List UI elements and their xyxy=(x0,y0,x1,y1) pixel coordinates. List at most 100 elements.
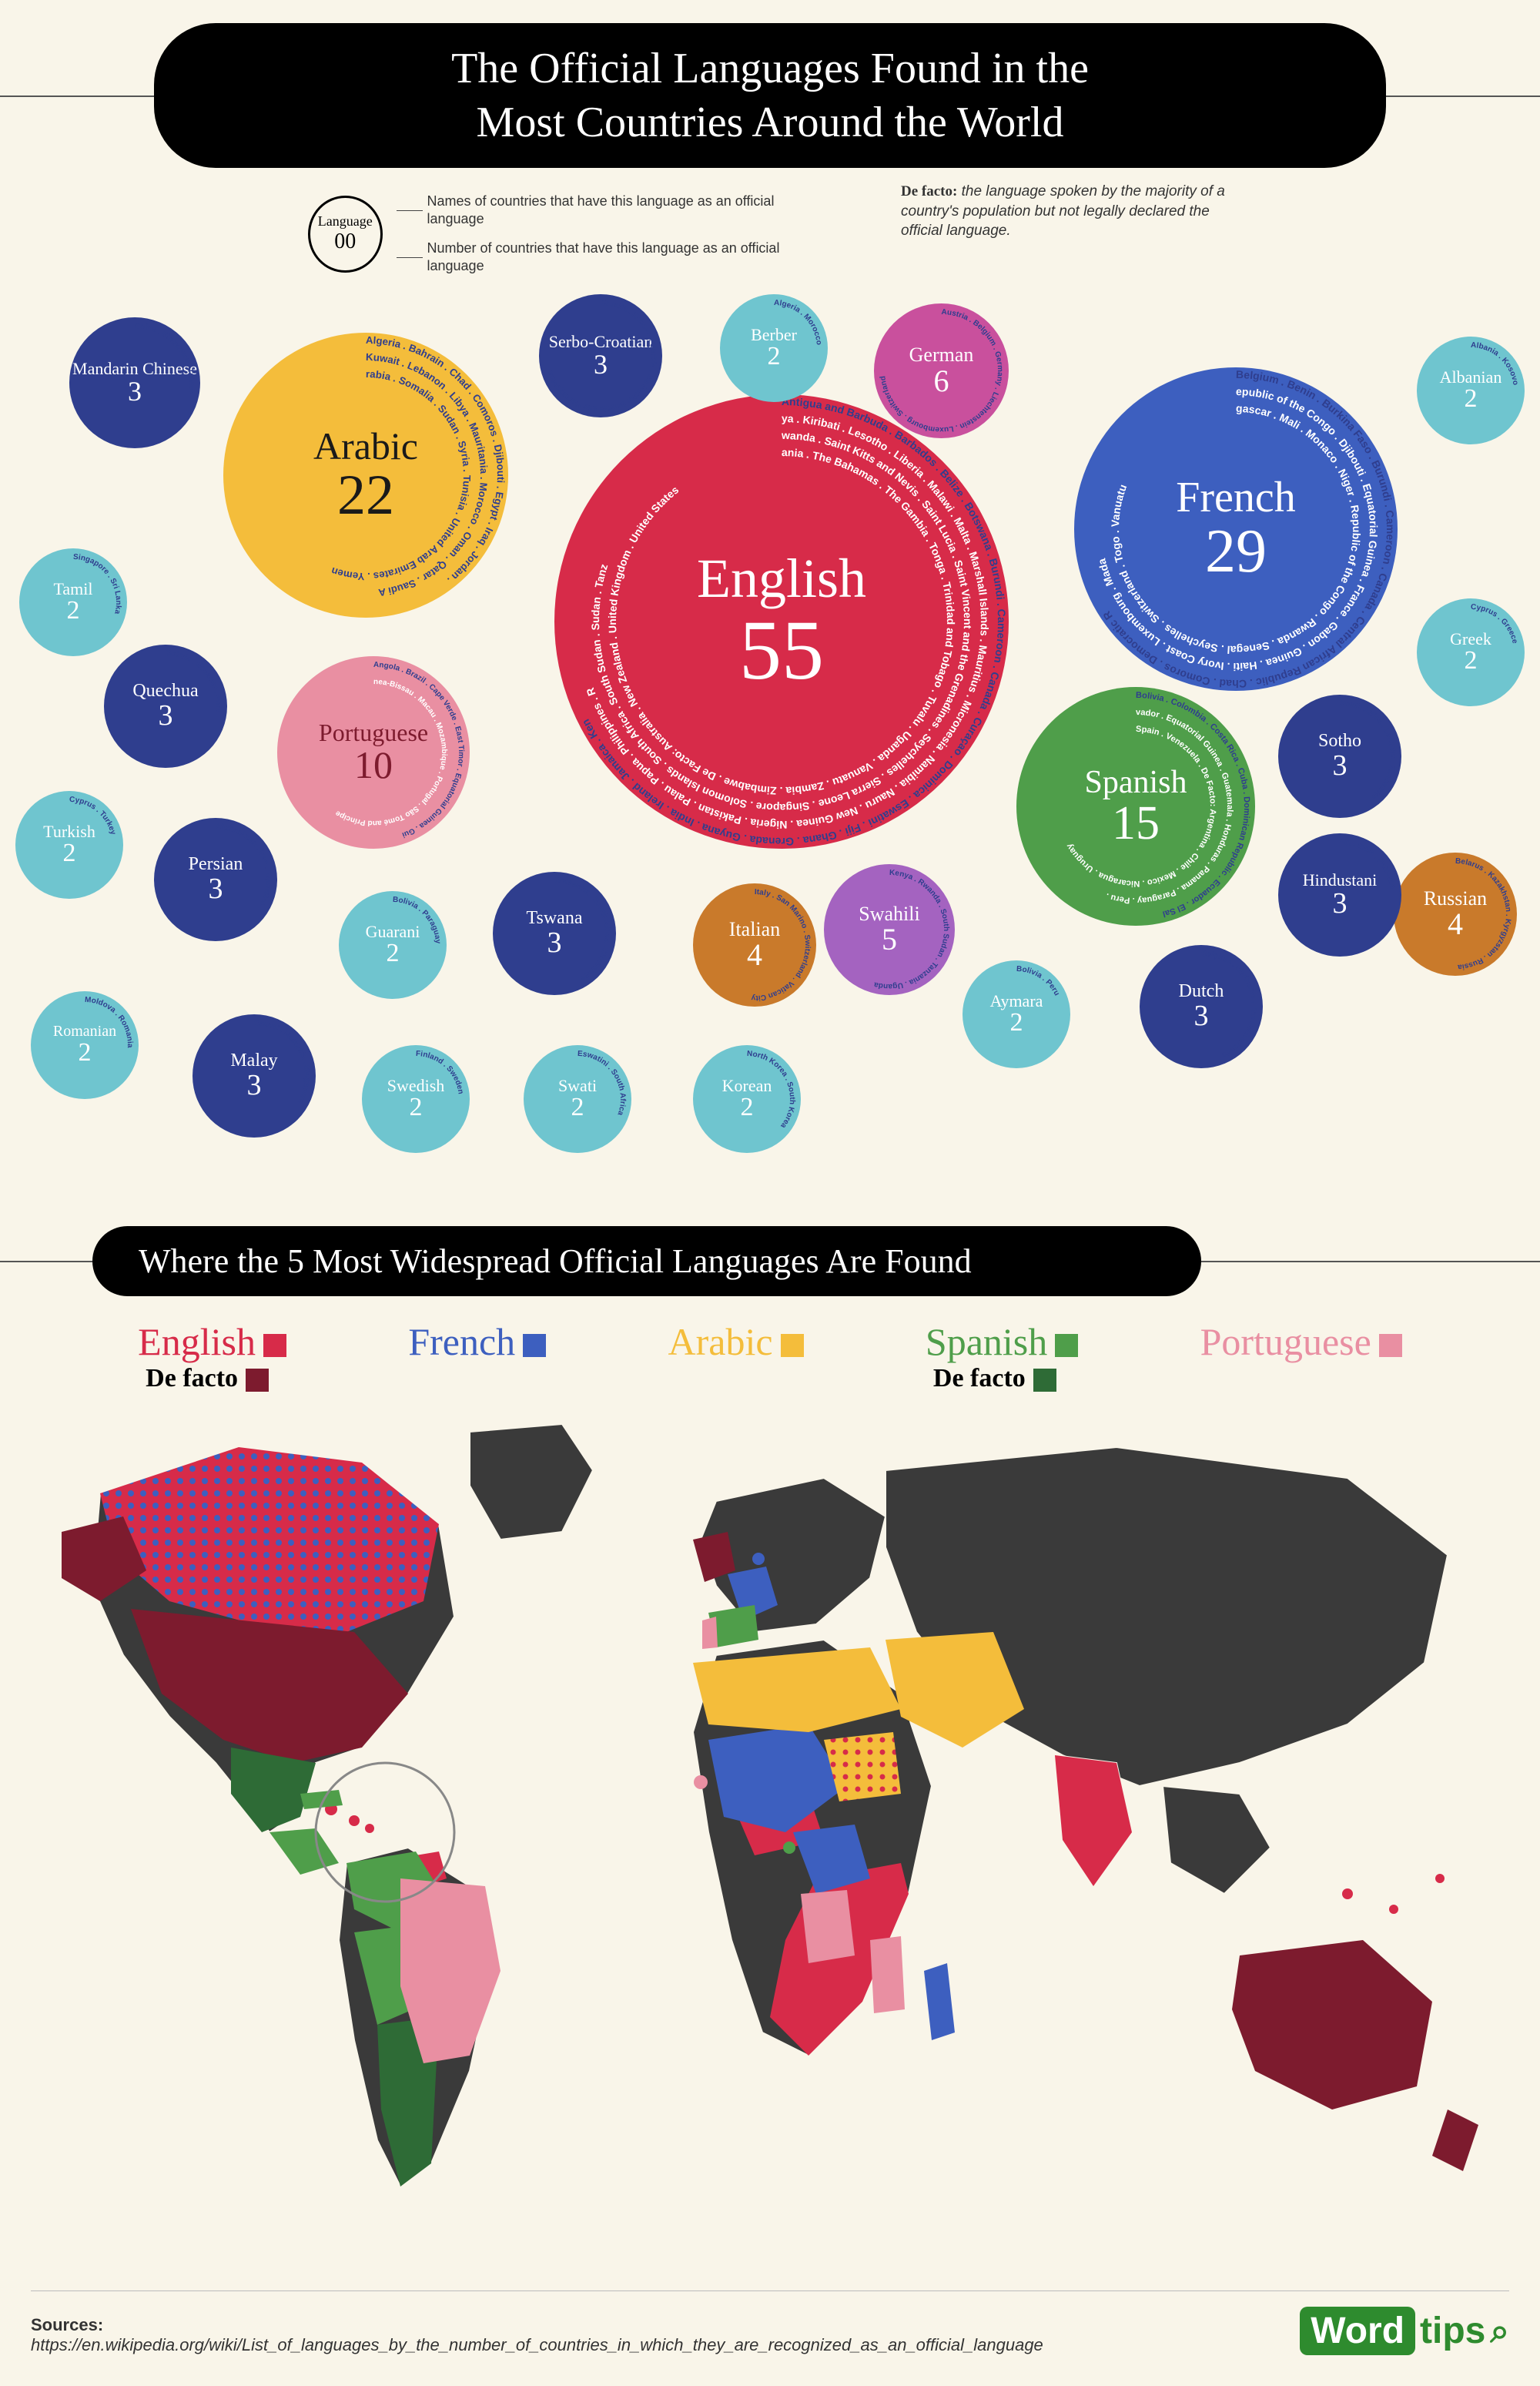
bubble-count: 2 xyxy=(410,1094,423,1121)
bubble-swati: Swati2Eswatini . South Africa xyxy=(524,1045,631,1153)
bubble-albanian: Albanian2Albania . Kosovo xyxy=(1417,337,1525,444)
footer: Sources: https://en.wikipedia.org/wiki/L… xyxy=(31,2290,1509,2355)
bubble-label: Swati xyxy=(558,1077,597,1094)
bubble-count: 22 xyxy=(337,467,394,524)
main-title-banner: The Official Languages Found in the Most… xyxy=(154,23,1386,168)
map-legend-item-french: French xyxy=(408,1319,546,1393)
bubble-label: Malay xyxy=(230,1051,277,1071)
key-circle: Language 00 xyxy=(308,196,383,273)
bubble-count: 5 xyxy=(882,924,897,955)
bubble-swahili: Swahili5Kenya . Rwanda . South Sudan . T… xyxy=(824,864,955,995)
bubble-count: 2 xyxy=(571,1094,584,1121)
brand-logo: Wordtips⌕ xyxy=(1300,2307,1509,2355)
bubble-label: Dutch xyxy=(1179,982,1224,1001)
bubble-label: Berber xyxy=(751,326,797,343)
bubble-chart: English55Antigua and Barbuda . Barbados … xyxy=(15,294,1525,1203)
bubble-count: 3 xyxy=(594,350,608,378)
map-legend-lang: Arabic xyxy=(668,1319,804,1364)
bubble-label: Mandarin Chinese xyxy=(72,360,197,377)
bubble-label: French xyxy=(1176,475,1296,521)
bubble-label: Arabic xyxy=(313,426,418,467)
bubble-persian: Persian3Afghanistan . Iran . Tajikistan xyxy=(154,818,277,941)
bubble-serbo-croatian: Serbo-Croatian3Croatia . Kosovo . Serbia… xyxy=(539,294,662,417)
bubble-count: 15 xyxy=(1112,799,1160,847)
sources: Sources: https://en.wikipedia.org/wiki/L… xyxy=(31,2315,1043,2355)
swatch-icon xyxy=(263,1334,286,1357)
bubble-count: 55 xyxy=(739,608,824,692)
sources-url: https://en.wikipedia.org/wiki/List_of_la… xyxy=(31,2335,1043,2354)
map-legend-lang: French xyxy=(408,1319,546,1364)
bubble-count: 3 xyxy=(1194,1001,1209,1030)
map-legend-lang: English xyxy=(138,1319,286,1364)
svg-text:Moldova . Romania: Moldova . Romania xyxy=(85,995,134,1047)
map-legend-item-arabic: Arabic xyxy=(668,1319,804,1393)
bubble-hindustani: Hindustani3Fiji . India . Pakistan xyxy=(1278,833,1401,957)
key-lines: Names of countries that have this langua… xyxy=(397,182,825,287)
bubble-count: 3 xyxy=(1333,751,1348,780)
svg-text:Botswana . South Africa . Zimb: Botswana . South Africa . Zimbabwe xyxy=(554,876,611,982)
bubble-count: 3 xyxy=(1333,889,1348,918)
bubble-label: Serbo-Croatian xyxy=(549,333,652,350)
map-legend-defacto: De facto xyxy=(138,1364,286,1393)
sources-label: Sources: xyxy=(31,2315,1043,2335)
section2-title-banner: Where the 5 Most Widespread Official Lan… xyxy=(92,1226,1201,1296)
section2-title: Where the 5 Most Widespread Official Lan… xyxy=(139,1242,972,1280)
bubble-label: Quechua xyxy=(132,682,198,701)
svg-text:Belarus . Kazakhstan . Kyrgyzs: Belarus . Kazakhstan . Kyrgyzstan . Russ… xyxy=(1455,856,1512,970)
key-circle-num: 00 xyxy=(334,230,356,254)
bubble-greek: Greek2Cyprus . Greece xyxy=(1417,598,1525,706)
bubble-tswana: Tswana3Botswana . South Africa . Zimbabw… xyxy=(493,872,616,995)
bubble-tamil: Tamil2Singapore . Sri Lanka xyxy=(19,548,127,656)
bubble-count: 3 xyxy=(209,874,223,903)
magnifier-icon: ⌕ xyxy=(1490,2312,1509,2351)
bubble-count: 2 xyxy=(741,1094,754,1121)
bubble-malay: Malay3Brunei . Malaysia . Singapore xyxy=(192,1014,316,1138)
bubble-count: 2 xyxy=(79,1040,92,1066)
bubble-label: Romanian xyxy=(53,1024,116,1040)
bubble-romanian: Romanian2Moldova . Romania xyxy=(31,991,139,1099)
swatch-icon xyxy=(1379,1334,1402,1357)
bubble-count: 6 xyxy=(934,366,949,397)
bubble-count: 2 xyxy=(768,343,781,370)
swatch-icon xyxy=(523,1334,546,1357)
bubble-label: English xyxy=(697,550,866,608)
bubble-mandarin-chinese: Mandarin Chinese3China . Singapore . Tai… xyxy=(69,317,200,448)
bubble-label: Tswana xyxy=(527,909,583,928)
bubble-korean: Korean2North Korea . South Korea xyxy=(693,1045,801,1153)
bubble-berber: Berber2Algeria . Morocco xyxy=(720,294,828,402)
bubble-label: Spanish xyxy=(1084,766,1187,799)
bubble-french: French29Belgium . Benin . Burkina Faso .… xyxy=(1074,367,1398,691)
defacto-bold: De facto: xyxy=(901,183,957,199)
map-legend-item-portuguese: Portuguese xyxy=(1200,1319,1402,1393)
bubble-label: Turkish xyxy=(43,823,95,840)
bubble-count: 3 xyxy=(128,377,142,405)
map-legend-lang: Portuguese xyxy=(1200,1319,1402,1364)
title-line-1: The Official Languages Found in the xyxy=(451,45,1089,92)
bubble-label: Greek xyxy=(1450,630,1491,648)
bubble-label: Guarani xyxy=(366,923,420,940)
swatch-icon xyxy=(246,1369,269,1392)
brand-word-1: Word xyxy=(1300,2307,1415,2355)
bubble-quechua: Quechua3Bolivia . Ecuador . Peru xyxy=(104,645,227,768)
bubble-label: Aymara xyxy=(990,992,1043,1010)
bubble-count: 10 xyxy=(354,746,393,784)
map-legend-item-english: EnglishDe facto xyxy=(138,1319,286,1393)
map-legend-lang: Spanish xyxy=(926,1319,1078,1364)
bubble-count: 3 xyxy=(547,928,562,957)
bubble-label: Persian xyxy=(189,855,243,874)
map-legend-item-spanish: SpanishDe facto xyxy=(926,1319,1078,1393)
bubble-count: 3 xyxy=(159,701,173,730)
bubble-sotho: Sotho3South Africa . Lesotho . Zimbabwe xyxy=(1278,695,1401,818)
world-map xyxy=(38,1401,1502,2233)
bubble-dutch: Dutch3Belgium . Suriname . The Netherlan… xyxy=(1140,945,1263,1068)
bubble-count: 2 xyxy=(387,940,400,967)
swatch-icon xyxy=(1033,1369,1056,1392)
brand-word-2: tips xyxy=(1420,2310,1485,2352)
bubble-label: Sotho xyxy=(1318,732,1361,751)
bubble-swedish: Swedish2Finland . Sweden xyxy=(362,1045,470,1153)
bubble-count: 2 xyxy=(1465,386,1478,412)
bubble-label: Swedish xyxy=(387,1077,445,1094)
bubble-label: German xyxy=(909,344,974,365)
bubble-label: Italian xyxy=(729,919,780,940)
key-left: Language 00 Names of countries that have… xyxy=(308,182,824,287)
